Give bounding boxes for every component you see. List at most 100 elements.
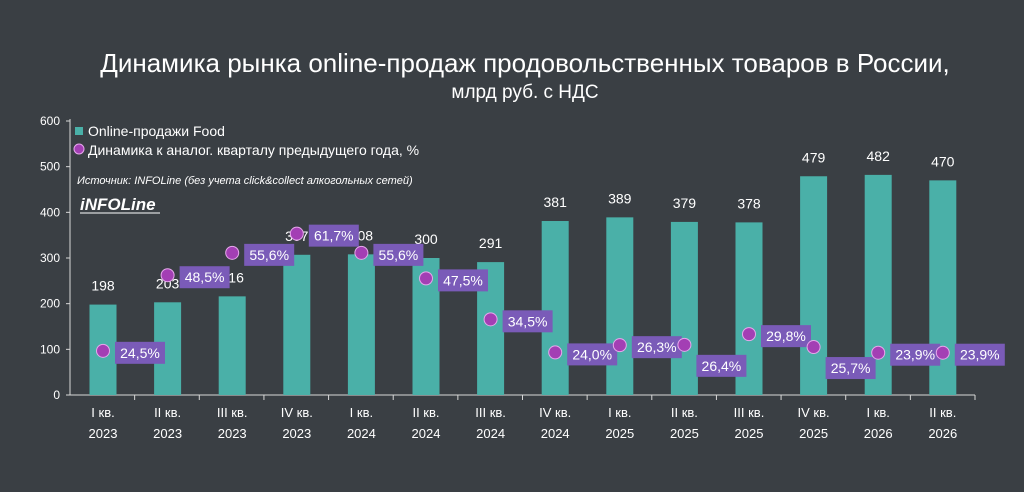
y-tick-label: 500 [40,160,60,174]
bar-value-label: 300 [414,231,438,247]
legend-label-bars: Online-продажи Food [88,123,225,139]
y-tick-label: 300 [40,251,60,265]
bar-value-label: 378 [737,195,761,211]
legend-swatch-bars [75,127,83,135]
growth-marker [419,271,433,286]
growth-label-box [438,269,488,292]
growth-label-box [308,224,359,247]
x-tick-label: III кв. [475,405,506,420]
bar [670,221,698,395]
growth-label-box [502,310,553,333]
bar-value-label: 291 [479,235,503,251]
x-tick-label-year: 2024 [476,426,505,441]
growth-marker [354,245,369,260]
growth-marker [289,226,304,241]
growth-label: 25,7% [831,360,871,376]
x-tick-label-year: 2026 [928,426,957,441]
growth-label-box [761,325,811,348]
y-tick-label: 0 [53,388,60,402]
growth-marker [548,345,563,360]
x-tick-label-year: 2024 [412,426,441,441]
bar [347,254,375,395]
chart-title: Динамика рынка online-продаж продовольст… [100,48,950,78]
bar-value-label: 379 [673,195,697,211]
x-tick-label: IV кв. [281,405,313,420]
growth-label: 26,4% [702,358,742,374]
bar [606,217,634,395]
x-tick-label-year: 2023 [282,426,311,441]
growth-label: 29,8% [766,328,806,344]
growth-label: 23,9% [895,347,935,363]
growth-marker [160,268,175,283]
growth-marker [677,337,692,352]
growth-label: 34,5% [508,313,548,329]
bar-value-label: 482 [867,148,891,164]
x-tick-label: IV кв. [539,405,571,420]
x-tick-label-year: 2025 [799,426,828,441]
x-tick-label-year: 2026 [864,426,893,441]
growth-label-box [825,357,876,380]
x-tick-label: II кв. [929,405,956,420]
growth-marker [612,338,627,353]
bar-value-label: 203 [156,275,180,291]
x-tick-label: II кв. [154,405,181,420]
growth-label-box [890,343,941,366]
x-tick-label-year: 2023 [153,426,182,441]
x-tick-label-year: 2025 [735,426,764,441]
bar [800,176,828,395]
growth-label: 47,5% [443,272,483,288]
x-tick-label: I кв. [608,405,631,420]
growth-label: 26,3% [637,339,677,355]
growth-label-box [115,341,165,364]
growth-label-box [954,343,1005,366]
x-tick-label: II кв. [671,405,698,420]
source-note: Источник: INFOLine (без учета click&coll… [77,175,413,187]
growth-label-box [631,336,682,359]
y-tick-label: 600 [40,114,60,128]
growth-marker [96,343,110,358]
legend-swatch-growth [73,143,85,155]
x-tick-label: III кв. [217,405,248,420]
x-tick-label-year: 2025 [605,426,634,441]
growth-marker [225,245,240,260]
x-tick-label: I кв. [866,405,889,420]
growth-label: 55,6% [249,247,289,263]
y-tick-label: 400 [40,205,60,219]
bar [218,296,246,395]
x-tick-label-year: 2023 [218,426,247,441]
bar-value-label: 389 [608,190,632,206]
growth-marker [871,345,886,360]
growth-label-box [567,343,618,366]
x-tick-label: I кв. [91,405,114,420]
growth-label: 24,5% [120,345,160,361]
bar-value-label: 381 [544,194,568,210]
growth-label: 24,0% [572,346,612,362]
growth-marker [483,312,498,327]
x-tick-label-year: 2025 [670,426,699,441]
legend-label-growth: Динамика к аналог. кварталу предыдущего … [88,142,419,158]
bar [283,254,311,395]
growth-label-box [696,354,747,377]
brand-logo: iNFOLine [80,195,156,214]
x-tick-label-year: 2023 [89,426,118,441]
x-tick-label: II кв. [412,405,439,420]
growth-label-box [373,243,424,266]
y-tick-label: 100 [40,342,60,356]
x-tick-label: IV кв. [798,405,830,420]
growth-label: 55,6% [379,247,419,263]
growth-marker [742,327,756,342]
bar-value-label: 479 [802,149,826,165]
chart-subtitle: млрд руб. с НДС [451,82,599,103]
bar-value-label: 198 [91,278,115,294]
bar [541,221,569,395]
x-tick-label: I кв. [350,405,373,420]
x-tick-label-year: 2024 [347,426,376,441]
x-tick-label: III кв. [734,405,765,420]
growth-label: 48,5% [185,269,225,285]
growth-label-box [179,266,230,289]
growth-marker [935,345,950,360]
growth-label: 23,9% [960,347,1000,363]
growth-label: 61,7% [314,228,354,244]
